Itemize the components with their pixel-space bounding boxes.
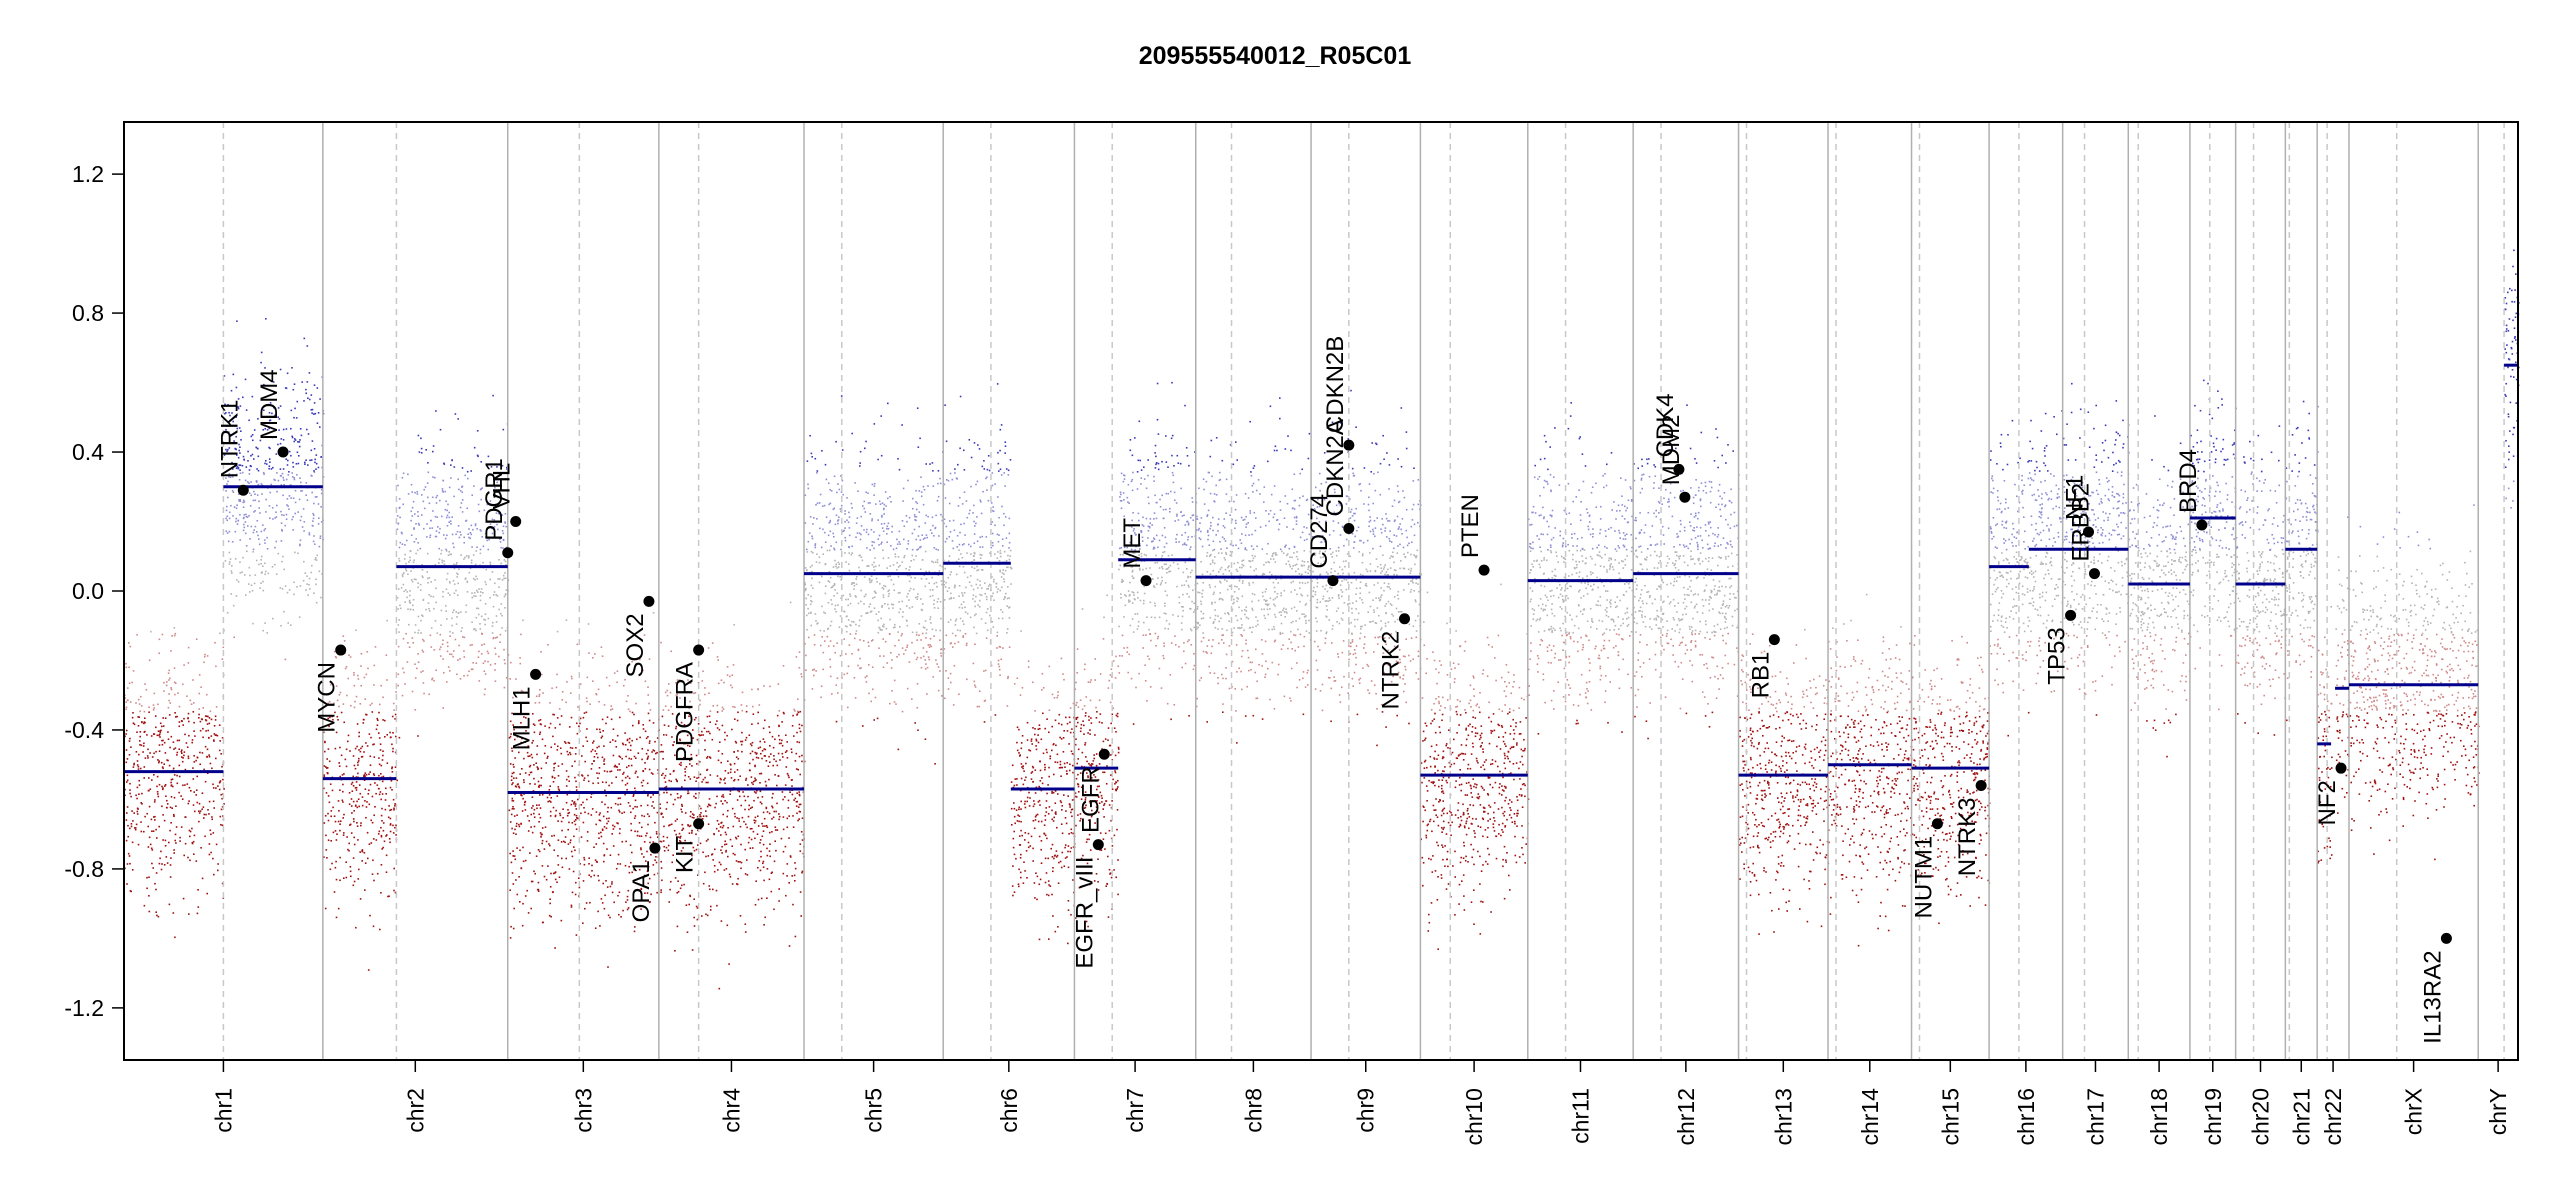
gene-point [1399, 613, 1411, 625]
x-tick-label: chr20 [2248, 1088, 2274, 1146]
gene-point [2196, 519, 2208, 531]
gene-label: CDKN2A [1322, 419, 1349, 516]
chart-title: 209555540012_R05C01 [1138, 42, 1412, 70]
gene-point [2335, 762, 2347, 774]
plot-frame [123, 121, 2519, 1061]
gene-label: OPA1 [628, 860, 655, 922]
gene-point [530, 668, 542, 680]
gene-point [1931, 818, 1943, 830]
gene-point [2440, 932, 2452, 944]
y-tick-label: 0.8 [72, 300, 104, 326]
gene-label: ERBB2 [2067, 483, 2094, 562]
gene-label: BRD4 [2175, 449, 2202, 513]
x-tick-label: chr15 [1937, 1088, 1963, 1146]
probe-points [124, 249, 2520, 990]
gene-point [1768, 634, 1780, 646]
gene-label: IL13RA2 [2419, 950, 2446, 1043]
axes: -1.2 -0.8 -0.4 0.0 0.4 0.8 1.2 chr1 chr2 chr3 chr4… [64, 161, 2511, 1145]
gene-label: RB1 [1747, 652, 1774, 699]
y-tick-label: 1.2 [72, 161, 104, 187]
gene-label: MLH1 [509, 686, 536, 750]
gene-point [237, 484, 249, 496]
gene-point [1140, 575, 1152, 587]
gene-point [2065, 609, 2077, 621]
gene-label: VHL [489, 463, 516, 510]
x-tick-label: chr19 [2200, 1088, 2226, 1146]
gene-label: EGFR_vIII [1071, 857, 1098, 969]
gene-point [277, 446, 289, 458]
x-tick-label: chr12 [1673, 1088, 1699, 1146]
x-tick-label: chr10 [1461, 1088, 1487, 1146]
gene-label: PTEN [1457, 494, 1484, 558]
gene-label: TP53 [2044, 627, 2071, 684]
x-tick-label: chr8 [1240, 1088, 1266, 1133]
x-tick-label: chr14 [1857, 1088, 1883, 1146]
gene-label: CDKN2B [1322, 336, 1349, 433]
gene-label: MYCN [314, 662, 341, 733]
chromosome-boundaries [222, 122, 2505, 1060]
y-tick-label: -0.4 [64, 717, 104, 743]
gene-label: PDGFRA [672, 662, 699, 762]
gene-point [643, 595, 655, 607]
gene-label: MDM2 [1658, 415, 1685, 486]
gene-label: NTRK1 [216, 400, 243, 479]
x-tick-label: chr17 [2082, 1088, 2108, 1146]
gene-label: NF1 [2062, 475, 2089, 520]
gene-label: CDK4 [1652, 393, 1679, 457]
y-tick-label: -1.2 [64, 995, 104, 1021]
x-tick-label: chr11 [1567, 1088, 1593, 1144]
x-tick-label: chr2 [402, 1088, 428, 1133]
x-tick-label: chr1 [210, 1088, 236, 1133]
x-tick-label: chr21 [2288, 1088, 2314, 1146]
x-tick-label: chr22 [2320, 1088, 2346, 1146]
x-tick-label: chr18 [2146, 1088, 2172, 1146]
x-tick-label: chr13 [1770, 1088, 1796, 1146]
gene-label: NF2 [2314, 780, 2341, 825]
gene-label: SOX2 [622, 613, 649, 677]
gene-point [1092, 839, 1104, 851]
gene-label: MDM4 [256, 369, 283, 440]
x-tick-label: chr9 [1353, 1088, 1379, 1133]
gene-label: MET [1119, 518, 1146, 569]
gene-point [335, 644, 347, 656]
x-tick-label: chr7 [1122, 1088, 1148, 1133]
gene-point [1343, 439, 1355, 451]
gene-point [1098, 748, 1110, 760]
gene-point [1975, 780, 1987, 792]
gene-point [1679, 491, 1691, 503]
gene-label: KIT [672, 835, 699, 873]
x-tick-label: chr4 [718, 1088, 744, 1133]
gene-point [1478, 564, 1490, 576]
x-tick-label: chr5 [861, 1088, 887, 1133]
y-tick-label: 0.0 [72, 578, 104, 604]
y-tick-label: -0.8 [64, 856, 104, 882]
x-tick-label: chrY [2485, 1088, 2511, 1135]
gene-point [2083, 526, 2095, 538]
gene-label: EGFR [1077, 766, 1104, 833]
segment-lines [124, 363, 2518, 794]
x-tick-label: chr16 [2013, 1088, 2039, 1146]
x-tick-label: chr3 [570, 1088, 596, 1133]
gene-point [502, 547, 514, 559]
x-tick-label: chr6 [996, 1088, 1022, 1133]
gene-point [2088, 568, 2100, 580]
gene-label: NTRK2 [1378, 631, 1405, 710]
gene-point [693, 818, 705, 830]
gene-label: NUTM1 [1910, 836, 1937, 919]
gene-point [1343, 522, 1355, 534]
gene-point [510, 516, 522, 528]
gene-point [1327, 575, 1339, 587]
x-tick-label: chrX [2401, 1088, 2427, 1135]
gene-point [693, 644, 705, 656]
gene-label: NTRK3 [1954, 798, 1981, 877]
gene-point [649, 842, 661, 854]
gene-label: CD274 [1306, 494, 1333, 569]
gene-label: PDGR1 [481, 458, 508, 541]
gene-point [1673, 463, 1685, 475]
y-tick-label: 0.4 [72, 439, 104, 465]
